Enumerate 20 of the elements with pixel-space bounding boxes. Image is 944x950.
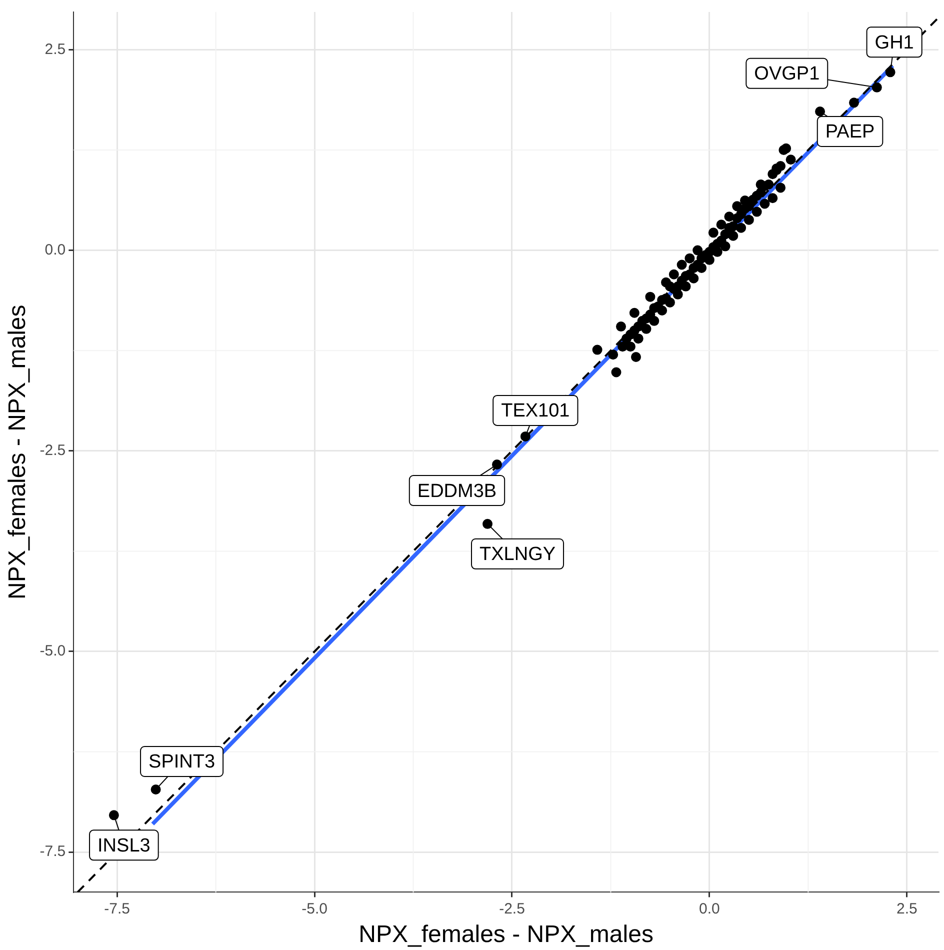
- y-tick-label: -7.5: [40, 843, 66, 860]
- annotation: SPINT3: [148, 752, 216, 773]
- y-tick-label: -2.5: [40, 442, 66, 460]
- annotation: TEX101: [501, 400, 570, 422]
- x-tick-label: 2.5: [896, 900, 918, 918]
- annotation: GH1: [874, 32, 914, 54]
- annotation: PAEP: [825, 122, 875, 143]
- annotation: TXLNGY: [479, 544, 556, 566]
- x-tick-label: -5.0: [302, 900, 328, 918]
- annotation: OVGP1: [754, 64, 820, 85]
- y-axis-title: NPX_females - NPX_males: [4, 304, 32, 600]
- x-tick-label: -2.5: [499, 900, 525, 918]
- y-tick-label: 0.0: [44, 241, 66, 258]
- y-tick-label: -5.0: [40, 642, 66, 660]
- y-tick-label: 2.5: [44, 40, 66, 58]
- x-tick-label: -7.5: [104, 900, 130, 918]
- x-tick-label: 0.0: [699, 900, 720, 918]
- x-axis-title: NPX_females - NPX_males: [358, 921, 654, 948]
- annotation: INSL3: [98, 835, 150, 856]
- annotation: EDDM3B: [417, 480, 497, 502]
